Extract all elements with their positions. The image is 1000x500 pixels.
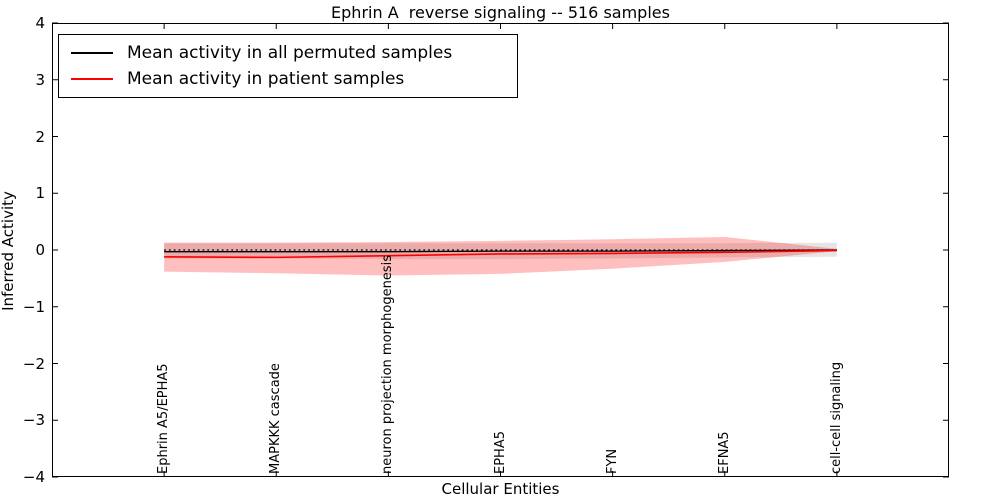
y-tick-label: −3 bbox=[22, 411, 45, 430]
legend-item-patient: Mean activity in patient samples bbox=[71, 66, 517, 92]
series-line-0 bbox=[164, 249, 837, 253]
x-tick-label: EPHA5 bbox=[492, 431, 508, 474]
series-line-1 bbox=[164, 249, 837, 259]
y-tick-label: 4 bbox=[35, 14, 45, 32]
legend-item-permuted: Mean activity in all permuted samples bbox=[71, 40, 517, 66]
legend-line-permuted-icon bbox=[71, 52, 113, 54]
legend-line-patient-icon bbox=[71, 78, 113, 80]
y-tick-label: −2 bbox=[22, 354, 45, 373]
legend-label-permuted: Mean activity in all permuted samples bbox=[127, 43, 453, 63]
y-tick-label: 2 bbox=[35, 127, 45, 146]
x-tick-label: cell-cell signaling bbox=[828, 361, 844, 474]
x-tick-label: FYN bbox=[604, 448, 620, 474]
band-1 bbox=[164, 236, 837, 276]
y-tick-label: 3 bbox=[35, 70, 45, 89]
x-tick-label: Ephrin A5/EPHA5 bbox=[156, 363, 172, 474]
x-axis-title: Cellular Entities bbox=[441, 480, 560, 498]
x-tick-label: EFNA5 bbox=[716, 431, 732, 474]
chart-title: Ephrin A reverse signaling -- 516 sample… bbox=[331, 3, 670, 22]
legend: Mean activity in all permuted samples Me… bbox=[58, 34, 518, 98]
y-tick-label: −1 bbox=[22, 297, 45, 316]
x-tick-label: MAPKKK cascade bbox=[268, 363, 284, 474]
y-axis-title: Inferred Activity bbox=[0, 191, 17, 311]
y-tick-label: −4 bbox=[22, 468, 45, 486]
legend-label-patient: Mean activity in patient samples bbox=[127, 69, 405, 89]
x-tick-label: neuron projection morphogenesis bbox=[380, 255, 396, 474]
y-tick-label: 1 bbox=[35, 184, 45, 203]
y-tick-label: 0 bbox=[35, 241, 45, 259]
